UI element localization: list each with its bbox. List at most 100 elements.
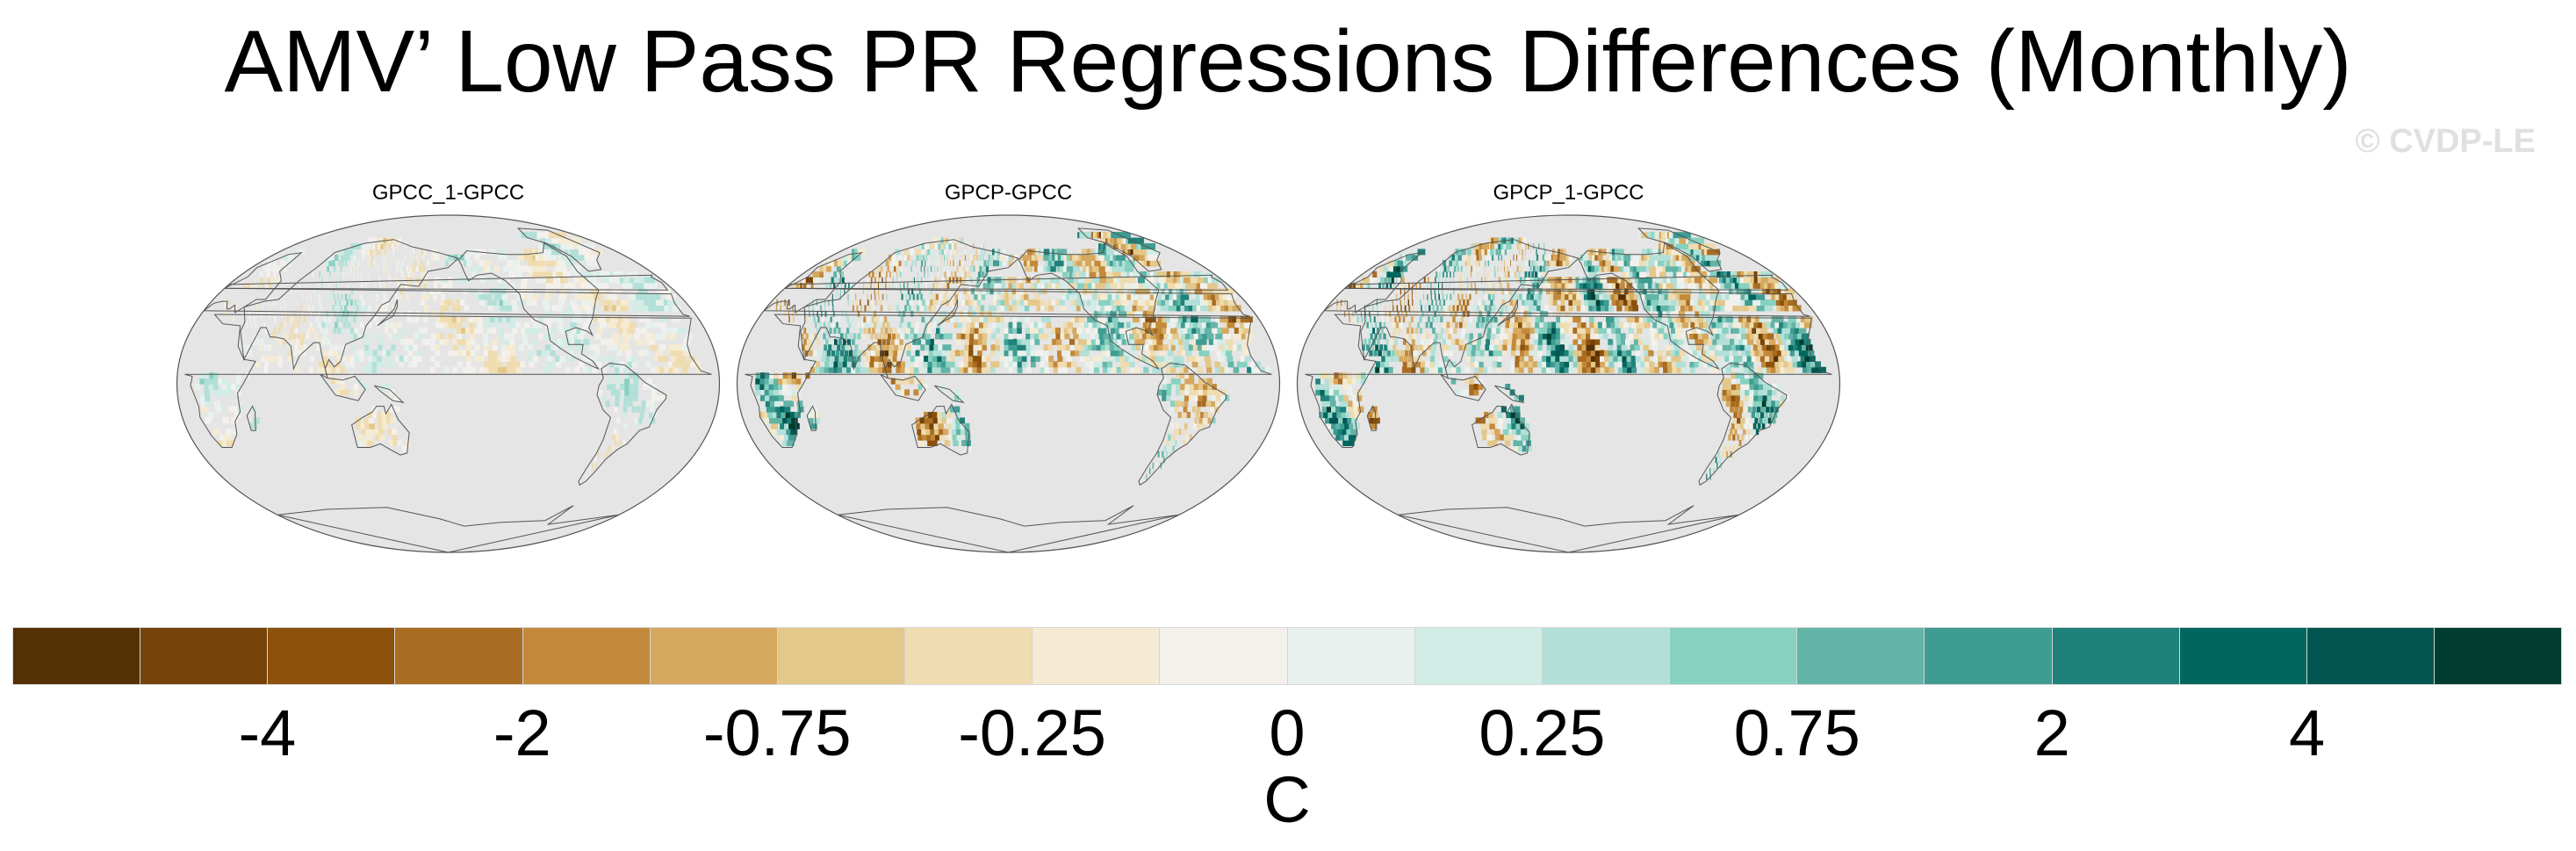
regression-cell xyxy=(1367,282,1371,289)
regression-cell xyxy=(1510,417,1516,424)
regression-cell xyxy=(480,249,487,256)
regression-cell xyxy=(1155,361,1162,368)
regression-cell xyxy=(951,310,955,317)
regression-cell xyxy=(501,293,507,300)
regression-cell xyxy=(1782,321,1791,328)
regression-cell xyxy=(1678,299,1686,306)
regression-cell xyxy=(1749,372,1755,379)
regression-cell xyxy=(1726,394,1731,401)
regression-cell xyxy=(1096,344,1103,351)
regression-cell xyxy=(1400,350,1405,357)
regression-cell xyxy=(932,417,939,424)
regression-cell xyxy=(678,350,686,357)
regression-cell xyxy=(1469,389,1475,396)
regression-cell xyxy=(434,282,438,289)
regression-cell xyxy=(1175,282,1184,289)
coastline-africa xyxy=(184,314,712,448)
regression-cell xyxy=(1520,417,1525,424)
regression-cell xyxy=(1469,333,1473,340)
regression-cell xyxy=(655,299,666,306)
regression-cell xyxy=(1372,271,1378,278)
regression-cell xyxy=(273,271,277,278)
regression-cell xyxy=(1616,305,1623,312)
regression-cell xyxy=(1465,356,1471,362)
regression-cell xyxy=(550,249,562,256)
regression-cell xyxy=(876,344,881,351)
regression-cell xyxy=(1624,305,1630,312)
regression-cell xyxy=(1522,277,1526,284)
regression-cell xyxy=(488,356,494,362)
regression-cell xyxy=(1105,350,1112,357)
regression-cell xyxy=(1438,310,1441,317)
regression-cell xyxy=(1168,350,1174,357)
regression-cell xyxy=(1401,366,1407,373)
regression-cell xyxy=(1679,293,1687,300)
regression-cell xyxy=(349,333,353,340)
regression-cell xyxy=(1515,310,1520,317)
regression-cell xyxy=(1589,277,1594,284)
regression-cell xyxy=(333,293,335,300)
regression-cell xyxy=(395,277,399,284)
regression-cell xyxy=(1746,356,1753,362)
regression-cell xyxy=(1421,361,1426,368)
regression-cell xyxy=(1652,321,1659,328)
regression-cell xyxy=(815,321,817,328)
regression-cell xyxy=(452,316,457,323)
regression-cell xyxy=(1368,305,1370,312)
regression-cell xyxy=(931,271,932,278)
regression-cell xyxy=(1600,277,1606,284)
regression-cell xyxy=(1146,333,1153,340)
regression-cell xyxy=(603,271,614,278)
regression-cell xyxy=(1097,328,1105,334)
regression-cell xyxy=(1398,277,1401,284)
regression-cell xyxy=(1037,282,1043,289)
regression-cell xyxy=(354,265,356,272)
regression-cell xyxy=(430,356,435,362)
regression-cell xyxy=(317,366,323,373)
regression-cell xyxy=(1619,282,1625,289)
regression-cell xyxy=(1786,293,1796,300)
regression-cell xyxy=(1577,344,1583,351)
regression-cell xyxy=(1048,356,1054,362)
regression-cell xyxy=(1559,344,1565,351)
regression-cell xyxy=(1524,350,1529,357)
regression-cell xyxy=(1077,338,1084,345)
regression-cell xyxy=(1431,350,1436,357)
regression-cell xyxy=(1440,328,1444,334)
regression-cell xyxy=(1429,361,1435,368)
regression-cell xyxy=(422,328,428,334)
regression-cell xyxy=(347,321,351,328)
regression-cell xyxy=(944,440,951,446)
regression-cell xyxy=(268,344,272,351)
regression-cell xyxy=(465,254,471,261)
regression-cell xyxy=(831,299,833,306)
regression-cell xyxy=(1653,356,1659,362)
regression-cell xyxy=(1745,417,1750,424)
regression-cell xyxy=(1204,412,1209,418)
regression-cell xyxy=(1500,328,1505,334)
regression-cell xyxy=(1184,434,1188,441)
regression-cell xyxy=(1702,321,1710,328)
regression-cell xyxy=(550,328,557,334)
regression-cell xyxy=(999,260,1003,267)
regression-cell xyxy=(1095,338,1102,345)
regression-cell xyxy=(1545,366,1551,373)
regression-cell xyxy=(983,316,989,323)
regression-cell xyxy=(281,310,284,317)
map-border xyxy=(176,214,721,553)
regression-cell xyxy=(310,288,312,295)
regression-cell xyxy=(421,338,427,345)
regression-cell xyxy=(1104,305,1112,312)
regression-cell xyxy=(644,338,651,345)
regression-cell xyxy=(1505,288,1508,295)
regression-cell xyxy=(863,282,865,289)
regression-cell xyxy=(411,271,414,278)
regression-cell xyxy=(895,378,901,385)
regression-cell xyxy=(838,328,841,334)
regression-cell xyxy=(587,277,597,284)
regression-cell xyxy=(1071,361,1076,368)
regression-cell xyxy=(277,277,281,284)
regression-cell xyxy=(1133,316,1140,323)
regression-cell xyxy=(1201,400,1206,407)
regression-cell xyxy=(1672,333,1679,340)
